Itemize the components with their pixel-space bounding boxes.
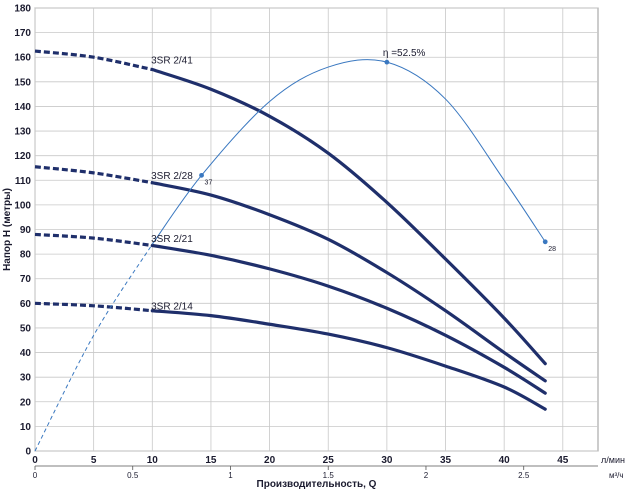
efficiency-group	[34, 59, 548, 452]
y-tick-label: 90	[20, 225, 32, 236]
axes: 0102030405060708090100110120130140150160…	[2, 4, 625, 490]
efficiency-point-label-3: 28	[548, 246, 556, 253]
y-tick-label: 150	[14, 77, 31, 88]
secondary-x-tick-label: 1	[228, 471, 233, 480]
pump-curve-dashed-4	[34, 301, 153, 313]
x-axis-title: Производительность, Q	[257, 479, 377, 490]
y-tick-label: 180	[14, 4, 31, 15]
x-tick-label: 0	[32, 455, 38, 466]
efficiency-curve-dashed	[34, 243, 153, 452]
y-tick-label: 100	[14, 200, 31, 211]
efficiency-marker-3	[542, 239, 548, 245]
secondary-x-tick-label: 0.5	[127, 471, 139, 480]
x-tick-label: 15	[205, 455, 217, 466]
series-label-1: 3SR 2/41	[151, 55, 193, 66]
pump-curve-dashed-1	[34, 49, 153, 72]
y-tick-label: 160	[14, 53, 31, 64]
y-tick-label: 40	[20, 348, 32, 359]
y-tick-label: 0	[25, 447, 31, 458]
efficiency-marker-1	[199, 172, 204, 178]
series-label-2: 3SR 2/28	[151, 171, 193, 182]
x-tick-label: 20	[264, 455, 276, 466]
y-tick-label: 120	[14, 151, 31, 162]
series-label-4: 3SR 2/14	[151, 301, 193, 312]
y-tick-label: 30	[20, 373, 32, 384]
y-tick-label: 70	[20, 274, 32, 285]
efficiency-point-label-1: 37	[205, 179, 213, 186]
secondary-x-tick-label: 2	[424, 471, 429, 480]
secondary-x-tick-label: 2.5	[518, 471, 530, 480]
pump-curve-2	[150, 181, 547, 383]
secondary-x-tick-label: 0	[33, 471, 38, 480]
x-unit-primary: л/мин	[601, 455, 625, 465]
efficiency-peak-label: η =52.5%	[383, 48, 426, 59]
pump-curve-1	[150, 67, 547, 366]
y-tick-label: 20	[20, 397, 32, 408]
efficiency-curve	[151, 59, 546, 245]
y-tick-label: 50	[20, 323, 32, 334]
x-tick-label: 30	[381, 455, 393, 466]
secondary-x-tick-label: 1.5	[323, 471, 335, 480]
grid	[34, 7, 599, 452]
x-tick-label: 35	[440, 455, 452, 466]
y-tick-label: 80	[20, 250, 32, 261]
pump-curve-dashed-2	[34, 165, 153, 185]
y-tick-label: 60	[20, 299, 32, 310]
x-tick-label: 25	[323, 455, 335, 466]
series-label-3: 3SR 2/21	[151, 234, 193, 245]
efficiency-marker-2	[384, 59, 390, 65]
pump-curve-4	[150, 309, 547, 411]
y-tick-label: 110	[15, 176, 32, 187]
x-tick-label: 45	[557, 455, 569, 466]
y-axis-title: Напор Н (метры)	[2, 188, 13, 271]
x-tick-label: 5	[91, 455, 97, 466]
y-tick-label: 10	[20, 422, 32, 433]
x-tick-label: 40	[499, 455, 511, 466]
labels-group: 3SR 2/41 3SR 2/28 3SR 2/21 3SR 2/14 37 28 η =5…	[151, 48, 556, 312]
x-tick-label: 10	[147, 455, 159, 466]
series-group	[34, 49, 547, 411]
pump-curve-3	[150, 243, 547, 395]
x-unit-secondary: м³/ч	[609, 471, 624, 480]
y-tick-label: 130	[14, 127, 31, 138]
pump-curve-dashed-3	[34, 232, 153, 248]
y-tick-label: 170	[14, 28, 31, 39]
y-tick-label: 140	[14, 102, 31, 113]
